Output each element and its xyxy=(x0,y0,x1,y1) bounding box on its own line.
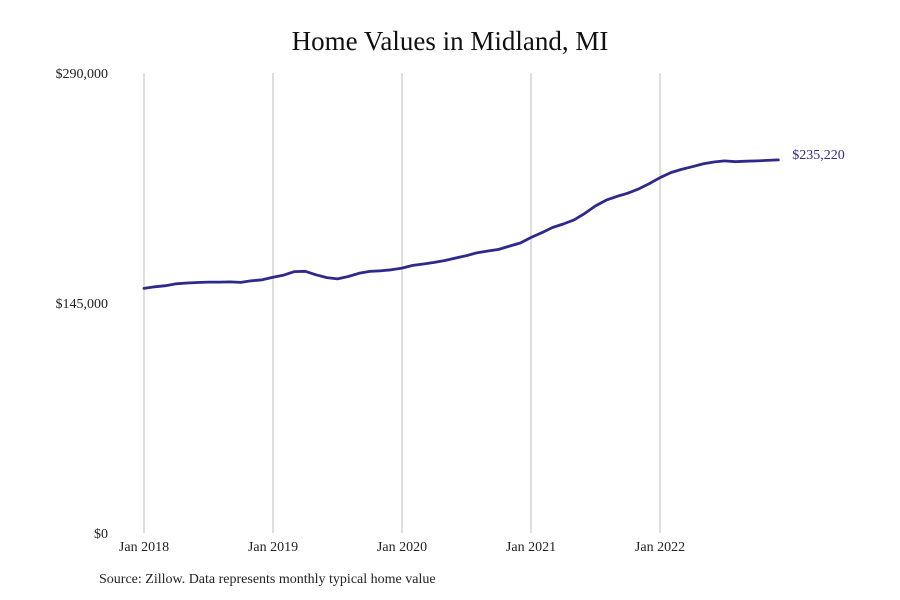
x-tick-label-2: Jan 2020 xyxy=(377,540,427,555)
data-point xyxy=(691,166,693,168)
data-point xyxy=(487,250,489,252)
x-tick-label-0: Jan 2018 xyxy=(119,540,169,555)
data-point xyxy=(401,267,403,269)
data-point xyxy=(508,245,510,247)
data-point xyxy=(229,281,231,283)
data-point xyxy=(455,257,457,259)
data-point xyxy=(326,276,328,278)
end-value-label: $235,220 xyxy=(792,148,845,163)
data-point xyxy=(347,275,349,277)
data-point xyxy=(498,248,500,250)
x-tick-label-4: Jan 2022 xyxy=(635,540,685,555)
data-point xyxy=(154,286,156,288)
data-point xyxy=(218,281,220,283)
data-point xyxy=(680,168,682,170)
data-point xyxy=(670,171,672,173)
series-line-0 xyxy=(142,158,780,290)
y-tick-label-0: $0 xyxy=(94,527,108,542)
data-point xyxy=(422,263,424,265)
data-point xyxy=(605,199,607,201)
data-point xyxy=(197,281,199,283)
data-point xyxy=(713,161,715,163)
data-point xyxy=(186,282,188,284)
x-axis-tick-labels: Jan 2018 Jan 2019 Jan 2020 Jan 2021 Jan 2022 xyxy=(119,540,685,555)
data-point xyxy=(573,219,575,221)
data-point xyxy=(519,242,521,244)
data-point xyxy=(584,212,586,214)
data-point xyxy=(315,274,317,276)
data-point xyxy=(261,279,263,281)
y-tick-label-1: $145,000 xyxy=(56,297,109,312)
data-point xyxy=(777,159,779,161)
data-point xyxy=(240,281,242,283)
data-point xyxy=(379,270,381,272)
data-point xyxy=(745,160,747,162)
x-tick-label-1: Jan 2019 xyxy=(248,540,298,555)
data-point xyxy=(659,177,661,179)
data-point xyxy=(164,285,166,287)
data-point xyxy=(756,160,758,162)
data-point xyxy=(175,283,177,285)
data-point xyxy=(465,254,467,256)
data-point xyxy=(412,264,414,266)
data-point xyxy=(723,160,725,162)
data-point xyxy=(433,261,435,263)
data-point xyxy=(594,205,596,207)
data-point xyxy=(390,269,392,271)
data-point xyxy=(250,280,252,282)
data-point xyxy=(648,182,650,184)
data-point xyxy=(272,276,274,278)
data-point xyxy=(541,232,543,234)
data-point xyxy=(336,278,338,280)
data-point xyxy=(369,270,371,272)
data-point xyxy=(304,270,306,272)
y-tick-label-2: $290,000 xyxy=(56,67,109,82)
y-axis-tick-labels: $0 $145,000 $290,000 xyxy=(56,67,109,542)
data-point xyxy=(293,270,295,272)
data-point xyxy=(476,252,478,254)
chart-title: Home Values in Midland, MI xyxy=(291,26,609,56)
data-point xyxy=(637,188,639,190)
data-point xyxy=(702,163,704,165)
data-point xyxy=(444,259,446,261)
data-point xyxy=(562,223,564,225)
data-point xyxy=(283,274,285,276)
series-group: $235,220 xyxy=(142,148,845,290)
data-point xyxy=(616,195,618,197)
data-point xyxy=(143,287,145,289)
data-point xyxy=(358,272,360,274)
data-point xyxy=(627,192,629,194)
data-point xyxy=(551,226,553,228)
data-point xyxy=(766,159,768,161)
grid-lines xyxy=(143,73,661,533)
data-point xyxy=(734,161,736,163)
x-tick-label-3: Jan 2021 xyxy=(506,540,556,555)
data-point xyxy=(530,236,532,238)
data-point xyxy=(207,281,209,283)
source-note: Source: Zillow. Data represents monthly … xyxy=(99,572,436,587)
